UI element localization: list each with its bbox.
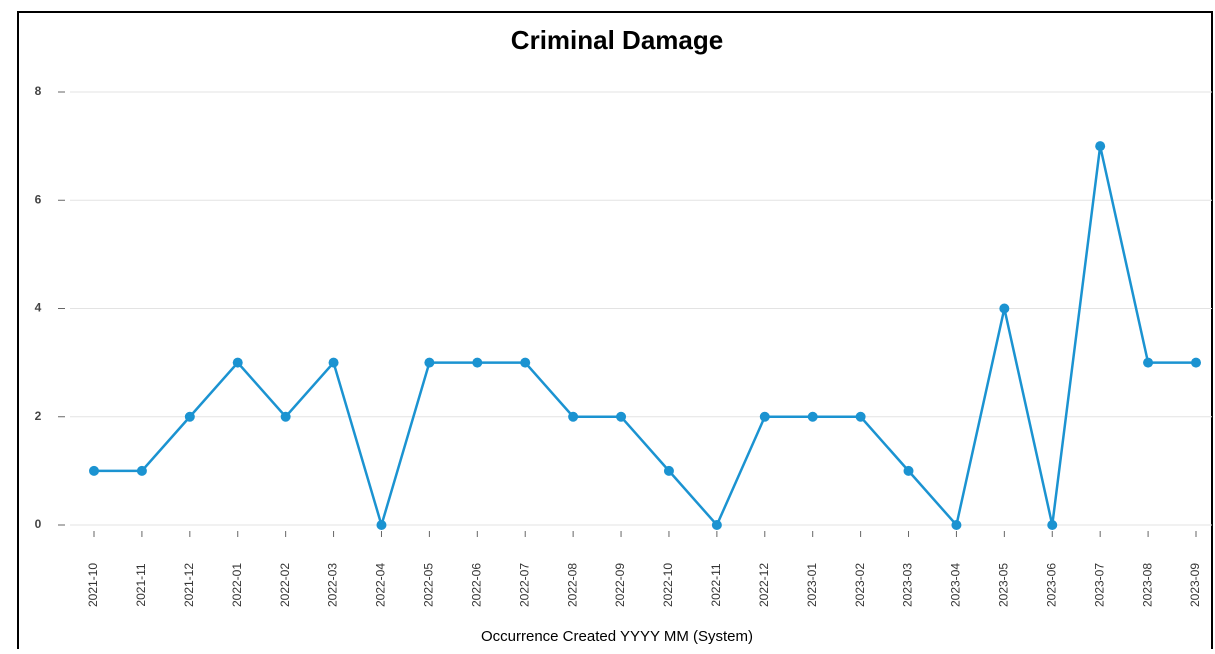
x-tick-label: 2022-08 [565, 563, 579, 607]
point [1191, 357, 1201, 368]
x-tick-label: 2023-09 [1188, 563, 1202, 607]
point [759, 411, 770, 422]
y-tick-label: 0 [35, 517, 42, 531]
point [1047, 520, 1058, 530]
x-tick-label: 2023-04 [949, 563, 963, 607]
x-tick-label: 2021-12 [182, 563, 196, 607]
point [1095, 141, 1106, 152]
point [520, 357, 531, 368]
point [232, 357, 243, 368]
point [951, 520, 962, 530]
y-tick-label: 6 [35, 192, 42, 206]
point [424, 357, 435, 368]
line-series [94, 145, 1196, 530]
point [616, 411, 627, 422]
x-tick-label: 2023-05 [997, 563, 1011, 607]
point [807, 411, 818, 422]
point [1143, 357, 1154, 368]
x-tick-label: 2022-01 [230, 563, 244, 607]
x-tick-label: 2022-11 [709, 563, 723, 606]
point [376, 520, 387, 530]
x-tick-label: 2022-06 [469, 563, 483, 607]
x-tick-label: 2021-11 [134, 563, 148, 606]
point [280, 411, 291, 422]
y-tick-label: 2 [35, 409, 42, 423]
y-tick-label: 8 [35, 84, 42, 98]
x-tick-label: 2022-05 [422, 563, 436, 607]
point [999, 303, 1010, 314]
x-axis-label: Occurrence Created YYYY MM (System) [481, 628, 753, 645]
x-tick-label: 2023-03 [901, 563, 915, 607]
x-tick-label: 2022-12 [757, 563, 771, 607]
point [711, 520, 722, 530]
chart-title: Criminal Damage [511, 25, 723, 55]
x-tick-label: 2022-03 [326, 563, 340, 607]
point [328, 357, 339, 368]
point [89, 465, 99, 476]
x-tick-label: 2022-04 [374, 563, 388, 607]
x-tick-label: 2023-07 [1092, 563, 1106, 607]
x-tick-label: 2022-09 [613, 563, 627, 607]
frame [17, 11, 1213, 649]
x-tick-label: 2023-06 [1044, 563, 1058, 607]
x-tick-label: 2023-08 [1140, 563, 1154, 607]
point [472, 357, 483, 368]
x-tick-label: 2022-07 [517, 563, 531, 607]
point [184, 411, 195, 422]
x-tick-label: 2023-01 [805, 563, 819, 607]
x-tick-label: 2022-02 [278, 563, 292, 607]
x-tick-label: 2021-10 [86, 563, 100, 607]
x-tick-label: 2022-10 [661, 563, 675, 607]
point [855, 411, 866, 422]
point [903, 465, 914, 476]
point [568, 411, 579, 422]
point [136, 465, 147, 476]
y-tick-label: 4 [35, 301, 42, 315]
x-tick-label: 2023-02 [853, 563, 867, 607]
point [663, 465, 674, 476]
